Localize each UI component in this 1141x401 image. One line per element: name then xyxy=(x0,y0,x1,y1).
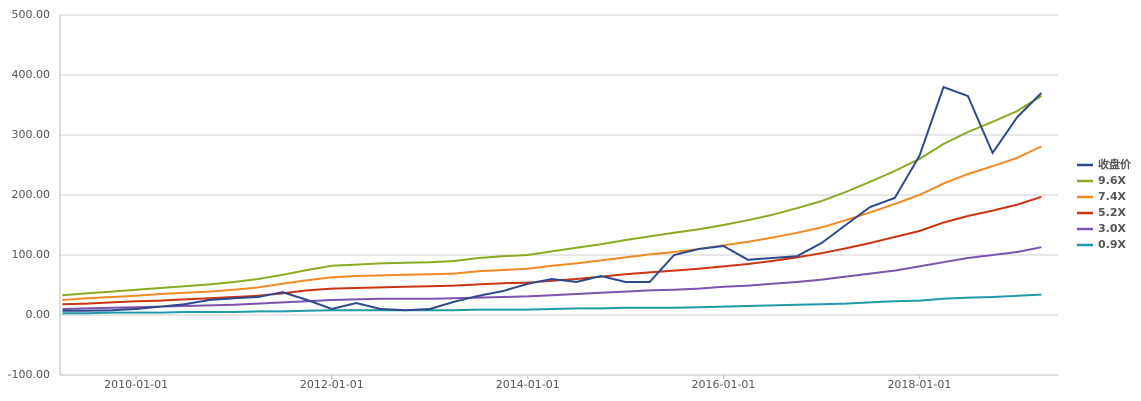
series-line xyxy=(62,95,1042,297)
series-line xyxy=(62,195,1042,306)
y-tick-label: -100.00 xyxy=(8,368,50,381)
y-tick-label: 0.00 xyxy=(26,308,51,321)
x-tick-label: 2016-01-01 xyxy=(691,378,755,391)
y-tick-label: 400.00 xyxy=(12,68,51,81)
legend-label: 5.2X xyxy=(1098,206,1126,219)
y-tick-label: 300.00 xyxy=(12,128,51,141)
y-tick-label: 100.00 xyxy=(12,248,51,261)
x-tick-label: 2010-01-01 xyxy=(104,378,168,391)
legend-label: 0.9X xyxy=(1098,238,1126,251)
y-tick-label: 200.00 xyxy=(12,188,51,201)
legend-label: 3.0X xyxy=(1098,222,1126,235)
series-line xyxy=(62,293,1042,315)
x-tick-label: 2014-01-01 xyxy=(496,378,560,391)
series-line xyxy=(62,145,1042,301)
legend-label: 9.6X xyxy=(1098,174,1126,187)
legend-label: 7.4X xyxy=(1098,190,1126,203)
series-line xyxy=(62,85,1043,312)
legend-label: 收盘价 xyxy=(1098,157,1132,171)
y-tick-label: 500.00 xyxy=(12,8,51,21)
series-line xyxy=(62,246,1042,310)
x-tick-label: 2012-01-01 xyxy=(300,378,364,391)
x-tick-label: 2018-01-01 xyxy=(887,378,951,391)
